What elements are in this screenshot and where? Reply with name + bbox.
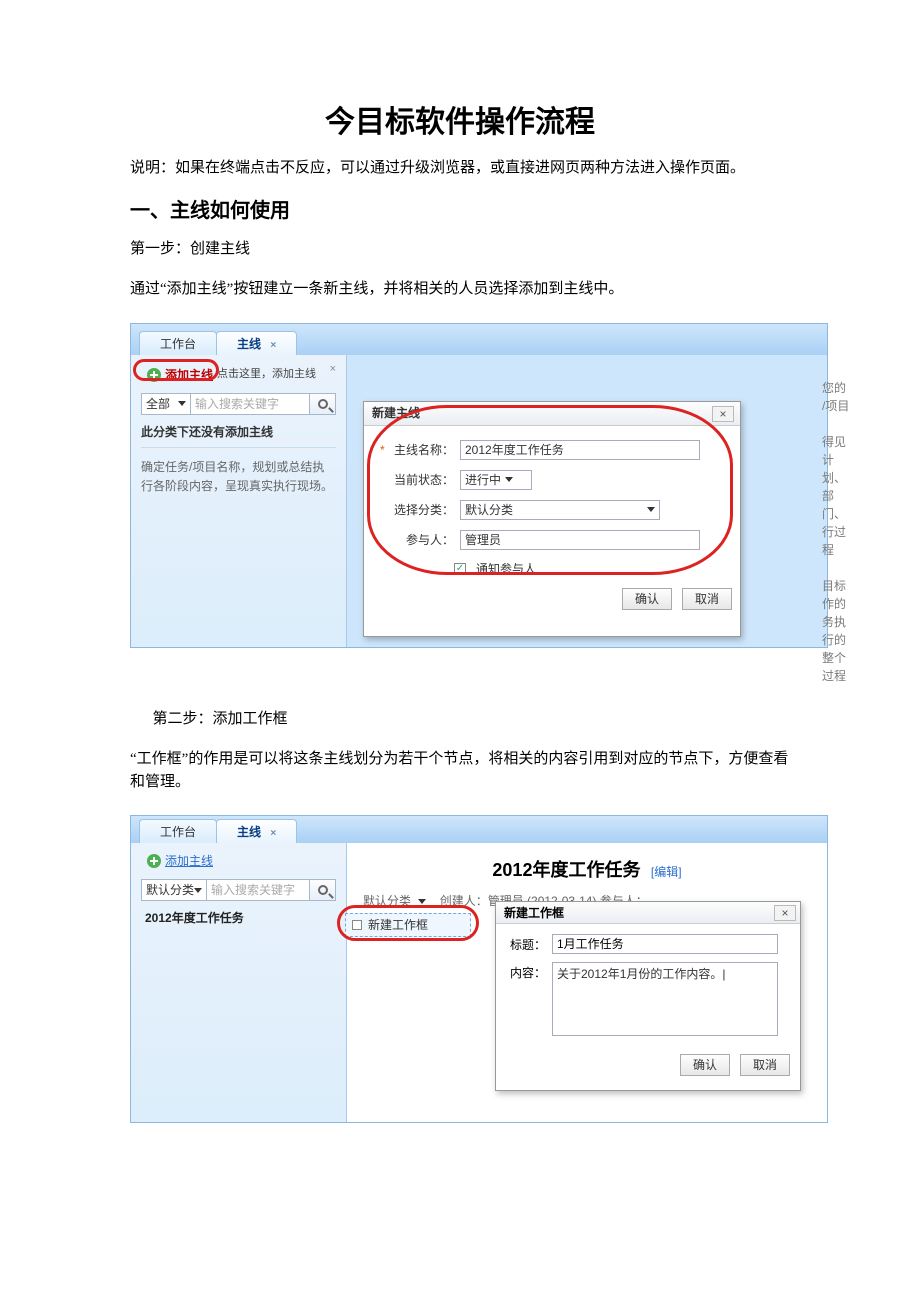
cutoff-side-text: 您的 /项目 得见 计划、 部门、 行过程 目标 作的 务执行的整个过程 (822, 379, 856, 685)
category-label: 选择分类： (394, 501, 454, 519)
step2-desc: “工作框”的作用是可以将这条主线划分为若干个节点，将相关的内容引用到对应的节点下… (130, 748, 790, 793)
add-icon (147, 854, 161, 868)
left-panel: 添加主线 默认分类 输入搜索关键字 2012年度工作任务 (131, 843, 347, 1122)
new-mainline-dialog: 新建主线 × * 主线名称： 2012年度工作任务 当前状态： 进行中 (363, 401, 741, 637)
cancel-button[interactable]: 取消 (740, 1054, 790, 1076)
category-select[interactable]: 默认分类 (460, 500, 660, 520)
filter-label: 默认分类 (146, 881, 194, 899)
status-label: 当前状态： (394, 471, 454, 489)
search-input[interactable]: 输入搜索关键字 (207, 879, 310, 901)
chevron-down-icon (418, 899, 426, 904)
content-textarea[interactable]: 关于2012年1月份的工作内容。| (552, 962, 778, 1036)
close-icon[interactable]: × (270, 340, 276, 351)
search-button[interactable] (310, 879, 336, 901)
tab-mainline[interactable]: 主线 × (216, 819, 297, 843)
chevron-down-icon (647, 507, 655, 512)
tab-workbench[interactable]: 工作台 (139, 331, 217, 355)
tree-item[interactable]: 2012年度工作任务 (141, 907, 336, 929)
dialog-close-button[interactable]: × (774, 905, 796, 921)
filter-select[interactable]: 默认分类 (141, 879, 207, 901)
dialog-title: 新建工作框 (496, 902, 800, 924)
filter-label: 全部 (146, 395, 170, 413)
people-input[interactable]: 管理员 (460, 530, 700, 550)
doc-title: 今目标软件操作流程 (130, 100, 790, 145)
search-input[interactable]: 输入搜索关键字 (191, 393, 310, 415)
search-icon (318, 885, 328, 895)
topic-label: 标题： (508, 934, 546, 954)
new-workbox-dialog: 新建工作框 × 标题： 1月工作任务 内容： 关于2012年1月份的工作内容。|… (495, 901, 801, 1091)
step1-desc: 通过“添加主线”按钮建立一条新主线，并将相关的人员选择添加到主线中。 (130, 278, 790, 301)
left-tip-text: 确定任务/项目名称，规划或总结执行各阶段内容，呈现真实执行现场。 (141, 458, 336, 496)
empty-hint: 此分类下还没有添加主线 (141, 423, 336, 448)
add-hint: 点击这里，添加主线 (217, 366, 316, 383)
edit-link[interactable]: [编辑] (651, 865, 682, 879)
chevron-down-icon (178, 401, 186, 406)
content-label: 内容： (508, 962, 546, 1036)
status-select[interactable]: 进行中 (460, 470, 532, 490)
notify-checkbox[interactable] (454, 563, 466, 575)
step1-label: 第一步：创建主线 (130, 238, 790, 261)
doc-explain: 说明：如果在终端点击不反应，可以通过升级浏览器，或直接进网页两种方法进入操作页面… (130, 157, 790, 180)
chevron-down-icon (505, 477, 513, 482)
confirm-button[interactable]: 确认 (680, 1054, 730, 1076)
screenshot-2: 工作台 主线 × 添加主线 默认分类 输入搜索关键字 2012年度工作任务 (130, 815, 828, 1127)
name-input[interactable]: 2012年度工作任务 (460, 440, 700, 460)
content-title: 2012年度工作任务 (492, 857, 640, 884)
tab-mainline-label: 主线 (237, 337, 261, 351)
filter-select[interactable]: 全部 (141, 393, 191, 415)
required-star: * (380, 441, 388, 459)
dialog-title: 新建主线 (364, 402, 740, 426)
chevron-down-icon (194, 888, 202, 893)
right-area: 新建主线 × * 主线名称： 2012年度工作任务 当前状态： 进行中 (347, 355, 827, 647)
right-area: 2012年度工作任务 [编辑] 默认分类 创建人：管理员 (2012-03-14… (347, 843, 827, 1122)
highlight-ring (337, 905, 479, 941)
tab-bar: 工作台 主线 × (130, 815, 828, 843)
status-value: 进行中 (465, 471, 501, 489)
search-button[interactable] (310, 393, 336, 415)
tab-mainline-label: 主线 (237, 825, 261, 839)
tab-workbench[interactable]: 工作台 (139, 819, 217, 843)
people-label: 参与人： (394, 531, 454, 549)
cancel-button[interactable]: 取消 (682, 588, 732, 610)
highlight-ring (133, 359, 219, 381)
confirm-button[interactable]: 确认 (622, 588, 672, 610)
step2-label: 第二步：添加工作框 (130, 708, 790, 731)
section-heading-1: 一、主线如何使用 (130, 196, 790, 226)
panel-close-icon[interactable]: × (330, 361, 336, 378)
tab-bar: 工作台 主线 × (130, 323, 828, 355)
name-label: 主线名称： (394, 441, 454, 459)
close-icon[interactable]: × (270, 828, 276, 839)
topic-input[interactable]: 1月工作任务 (552, 934, 778, 954)
search-icon (318, 399, 328, 409)
category-value: 默认分类 (465, 501, 513, 519)
tab-mainline[interactable]: 主线 × (216, 331, 297, 355)
notify-label: 通知参与人 (476, 560, 536, 578)
left-panel: × 添加主线 点击这里，添加主线 全部 输入搜索关键字 此分类下还没有添加主线 … (131, 355, 347, 647)
screenshot-1: 工作台 主线 × × 添加主线 点击这里，添加主线 全部 输入搜索关键字 此分 (130, 323, 828, 648)
add-mainline-link[interactable]: 添加主线 (165, 852, 213, 870)
dialog-close-button[interactable]: × (712, 406, 734, 422)
